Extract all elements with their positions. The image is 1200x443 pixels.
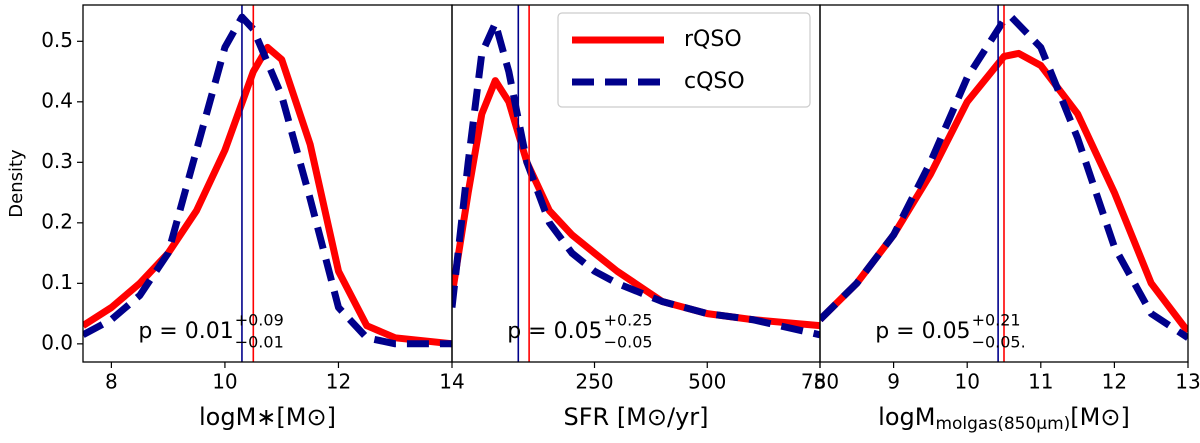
annotation-sub: −0.05.: [972, 333, 1026, 352]
y-tick-label: 0.5: [41, 28, 73, 52]
x-tick-label: 8: [814, 370, 827, 394]
x-axis-label: logMmolgas(850μm)[M⊙]: [878, 403, 1130, 434]
x-tick-label: 8: [105, 370, 118, 394]
x-tick-label: 13: [1175, 370, 1200, 394]
y-tick-label: 0.1: [41, 270, 73, 294]
legend-label: cQSO: [684, 69, 745, 94]
density-curve: [83, 13, 452, 348]
annotation-sup: +0.25: [604, 311, 653, 330]
x-axis-label-part: logM: [878, 403, 935, 431]
x-axis-label-part: [M⊙]: [1070, 403, 1130, 431]
x-axis-label: SFR [M⊙/yr]: [563, 403, 708, 431]
y-tick-label: 0.0: [41, 330, 73, 354]
x-axis-label: logM∗[M⊙]: [199, 403, 336, 431]
annotation: p = 0.01: [138, 319, 233, 344]
plot-area: [820, 5, 1188, 362]
x-tick-label: 250: [575, 370, 613, 394]
annotation: p = 0.05: [507, 319, 602, 344]
axes-frame: [819, 4, 1189, 363]
density-curve: [820, 13, 1188, 341]
plot-area: [452, 5, 820, 362]
density-curve: [83, 43, 452, 348]
x-axis-label-part: molgas(850μm): [935, 414, 1070, 434]
x-tick-label: 10: [954, 370, 979, 394]
annotation-sub: −0.01: [235, 333, 284, 352]
annotation-sup: +0.09: [235, 311, 284, 330]
y-tick-label: 0.2: [41, 209, 73, 233]
x-tick-label: 14: [439, 370, 464, 394]
x-tick-label: 9: [887, 370, 900, 394]
density-curve: [452, 19, 820, 339]
y-tick-label: 0.4: [41, 88, 73, 112]
y-tick-label: 0.3: [41, 149, 73, 173]
x-axis-label-part: SFR [M⊙/yr]: [563, 403, 708, 431]
annotation-sub: −0.05: [604, 333, 653, 352]
plot-area: [83, 5, 452, 362]
y-axis-label: Density: [6, 149, 27, 218]
x-tick-label: 12: [1102, 370, 1127, 394]
legend-label: rQSO: [684, 27, 742, 52]
x-tick-label: 10: [212, 370, 237, 394]
x-tick-label: 12: [326, 370, 351, 394]
annotation: p = 0.05: [875, 319, 970, 344]
x-tick-label: 750: [801, 370, 839, 394]
x-tick-label: 11: [1028, 370, 1053, 394]
x-tick-label: 500: [688, 370, 726, 394]
annotation-sup: +0.21: [972, 311, 1021, 330]
x-axis-label-part: logM∗[M⊙]: [199, 403, 336, 431]
